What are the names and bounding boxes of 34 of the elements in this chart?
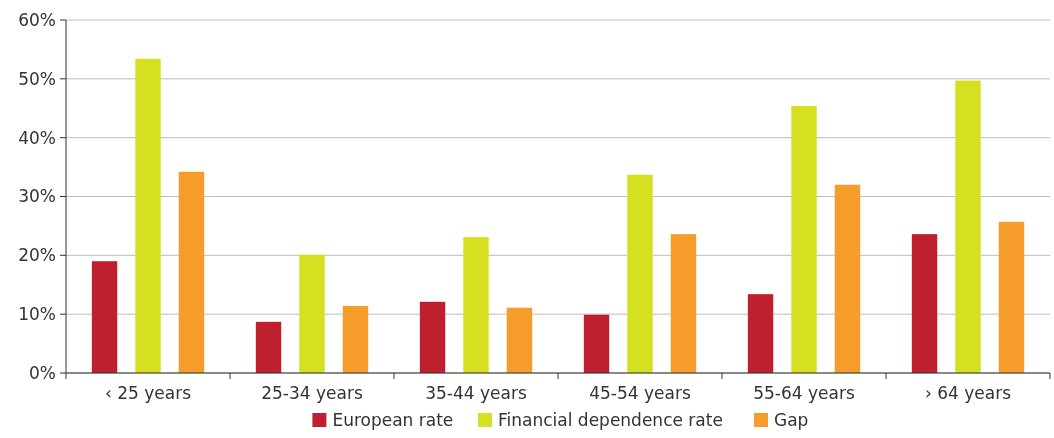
y-tick-label: 10% — [18, 304, 56, 325]
bar — [299, 254, 325, 373]
bar — [178, 171, 205, 373]
bar — [91, 261, 118, 373]
x-tick-label: ‹ 25 years — [104, 383, 192, 403]
bar — [670, 234, 697, 373]
x-tick-label: 25-34 years — [261, 383, 363, 403]
x-tick-label: 45-54 years — [589, 383, 691, 403]
y-tick-label: 60% — [18, 9, 56, 30]
bar — [834, 184, 861, 373]
legend-label: Financial dependence rate — [498, 410, 723, 430]
bar — [506, 307, 533, 373]
bar — [998, 221, 1025, 373]
bar — [955, 80, 981, 373]
bar — [583, 314, 610, 373]
bar — [342, 305, 369, 373]
y-tick-label: 0% — [29, 362, 56, 383]
bar — [747, 294, 774, 373]
bar — [463, 237, 489, 373]
y-tick-label: 20% — [18, 245, 56, 266]
y-tick-label: 40% — [18, 127, 56, 148]
bar — [791, 105, 817, 373]
legend-label: European rate — [332, 410, 454, 430]
y-tick-label: 50% — [18, 68, 56, 89]
x-tick-label: › 64 years — [924, 383, 1012, 403]
bar — [627, 174, 653, 373]
x-tick-label: 35-44 years — [425, 383, 527, 403]
legend-label: Gap — [774, 410, 809, 430]
x-tick-label: 55-64 years — [753, 383, 855, 403]
bar — [135, 58, 161, 373]
bar — [419, 301, 446, 373]
bar — [255, 321, 282, 373]
bar — [911, 234, 938, 373]
y-tick-label: 30% — [18, 186, 56, 207]
